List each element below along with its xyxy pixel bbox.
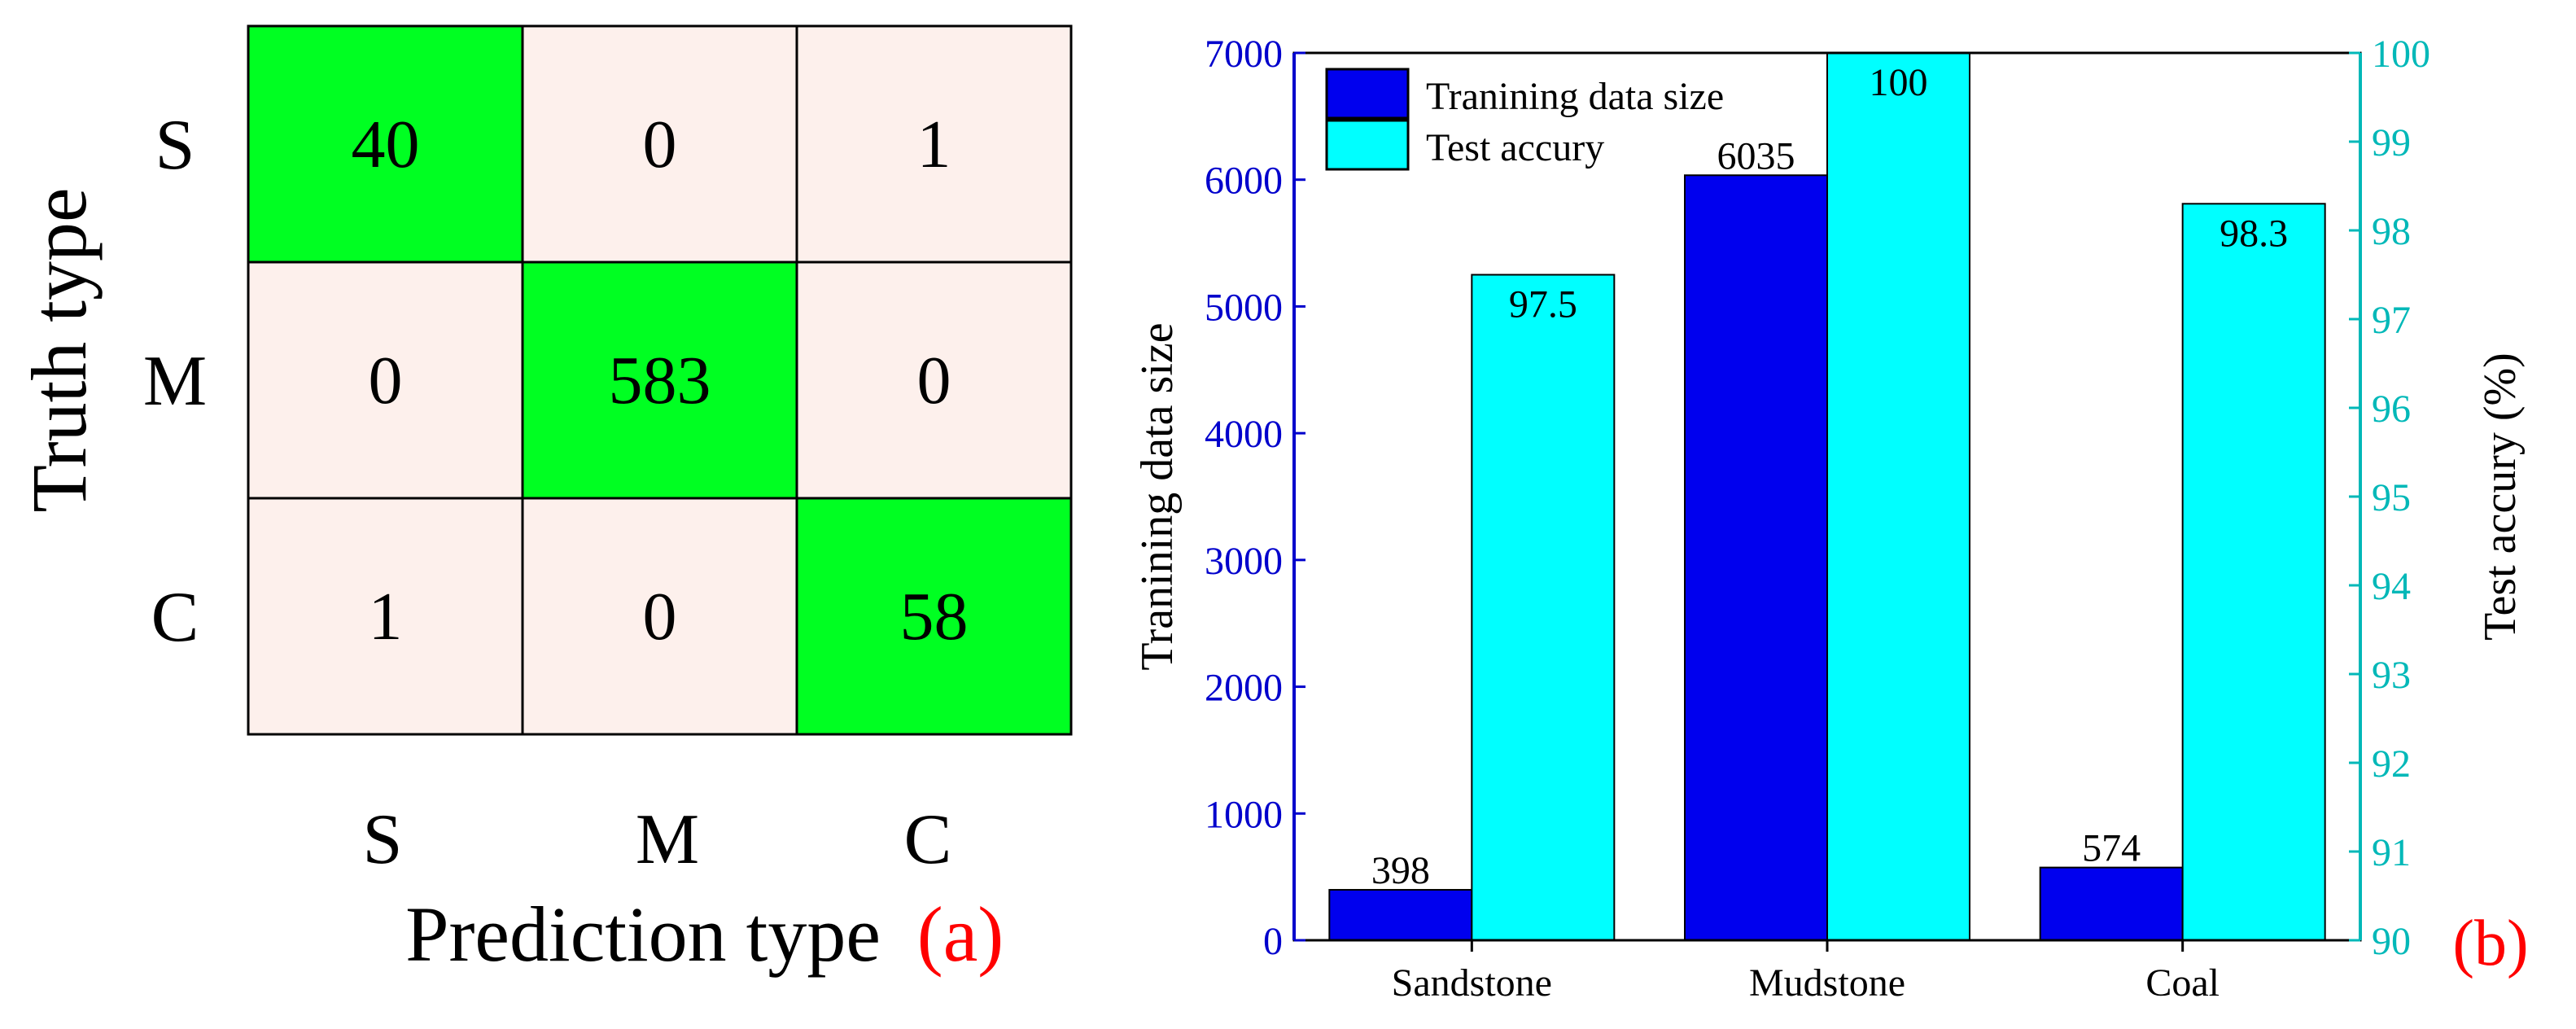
bar-test-accuracy <box>1471 274 1616 941</box>
confusion-matrix-cells <box>247 24 1073 736</box>
bar-label-test-accuracy: 100 <box>1870 61 1928 104</box>
confusion-matrix-y-tick-labels: S M C <box>143 106 207 657</box>
cm-cell-value: 58 <box>900 579 969 655</box>
cm-y-tick-label: C <box>151 578 199 657</box>
left-axis-tick-label: 4000 <box>1205 413 1283 456</box>
confusion-matrix-panel: 40 0 1 0 583 0 1 0 58 S M C S M C Prediction type (a… <box>15 24 1073 978</box>
confusion-matrix-values: 40 0 1 0 583 0 1 0 58 <box>352 107 969 655</box>
right-axis-tick-label: 95 <box>2372 476 2411 519</box>
cm-x-tick-label: M <box>636 800 699 879</box>
bar-training-size <box>1684 174 1828 941</box>
cm-cell-r1-c2 <box>795 261 1073 500</box>
right-axis-ticks: 90 91 92 93 94 95 96 97 98 99 100 <box>2349 33 2430 963</box>
right-axis-tick-label: 91 <box>2372 831 2411 874</box>
bar-training-size <box>1328 889 1473 942</box>
legend: Tranining data size Test accury <box>1325 68 1724 171</box>
cm-y-tick-label: S <box>155 106 195 185</box>
right-axis-tick-label: 90 <box>2372 920 2411 963</box>
bar-test-accuracy <box>1826 52 1970 941</box>
right-axis-tick-label: 92 <box>2372 742 2411 786</box>
cm-cell-r0-c0 <box>247 24 524 264</box>
left-axis-ticks: 0 1000 2000 3000 4000 5000 6000 7000 <box>1205 33 1305 963</box>
bar-chart-bars <box>1328 52 2326 942</box>
left-axis-tick-label: 7000 <box>1205 33 1283 76</box>
bar-label-test-accuracy: 98.3 <box>2220 212 2288 255</box>
cm-y-axis-title: Truth type <box>15 187 103 512</box>
bar-label-training-size: 398 <box>1371 849 1430 892</box>
left-axis-tick-label: 6000 <box>1205 160 1283 203</box>
panel-label-b: (b) <box>2452 908 2528 979</box>
right-axis-tick-label: 99 <box>2372 121 2411 164</box>
bar-label-training-size: 574 <box>2082 827 2141 870</box>
left-axis-tick-label: 3000 <box>1205 540 1283 583</box>
left-axis-tick-label: 2000 <box>1205 667 1283 710</box>
cm-cell-r2-c2 <box>795 497 1073 736</box>
right-axis-tick-label: 100 <box>2372 33 2430 76</box>
bar-chart-panel: 398 97.5 6035 100 574 98.3 0 1000 2000 3000 4000 5… <box>1132 33 2529 1005</box>
bar-training-size <box>2039 866 2184 941</box>
right-axis-tick-label: 97 <box>2372 299 2411 342</box>
cm-cell-value: 40 <box>352 107 420 182</box>
cm-cell-value: 583 <box>609 343 711 418</box>
cm-cell-r1-c0 <box>247 261 524 500</box>
category-tick-label: Mudstone <box>1749 961 1905 1005</box>
right-axis-tick-label: 93 <box>2372 654 2411 697</box>
category-tick-label: Coal <box>2145 961 2220 1005</box>
bar-chart-data-labels: 398 97.5 6035 100 574 98.3 <box>1371 61 2288 892</box>
cm-cell-value: 0 <box>917 343 951 418</box>
cm-cell-r1-c1 <box>521 261 798 500</box>
cm-cell-r2-c0 <box>247 497 524 736</box>
right-axis-tick-label: 98 <box>2372 210 2411 253</box>
cm-cell-value: 0 <box>643 579 677 655</box>
cm-cell-value: 1 <box>917 107 951 182</box>
cm-x-tick-label: C <box>904 800 952 879</box>
left-axis-tick-label: 0 <box>1263 920 1283 963</box>
right-axis-title: Test accury (%) <box>2475 352 2526 641</box>
cm-cell-r2-c1 <box>521 497 798 736</box>
legend-swatch-training <box>1325 68 1410 120</box>
legend-label-training: Tranining data size <box>1426 75 1724 118</box>
bar-test-accuracy <box>2181 203 2326 942</box>
legend-swatch-test <box>1325 119 1410 171</box>
cm-x-tick-label: S <box>363 800 403 879</box>
category-tick-label: Sandstone <box>1392 961 1552 1005</box>
cm-x-axis-title: Prediction type <box>405 891 881 978</box>
right-axis-tick-label: 96 <box>2372 388 2411 431</box>
bar-label-test-accuracy: 97.5 <box>1509 283 1577 326</box>
legend-label-test: Test accury <box>1426 126 1604 169</box>
left-axis-title: Tranining data size <box>1132 322 1183 670</box>
cm-cell-value: 0 <box>643 107 677 182</box>
category-axis: Sandstone Mudstone Coal <box>1392 940 2220 1005</box>
left-axis-tick-label: 1000 <box>1205 793 1283 836</box>
cm-cell-r0-c2 <box>795 24 1073 264</box>
cm-cell-value: 1 <box>369 579 403 655</box>
cm-cell-r0-c1 <box>521 24 798 264</box>
bar-label-training-size: 6035 <box>1717 134 1795 177</box>
right-axis-tick-label: 94 <box>2372 565 2411 608</box>
cm-cell-value: 0 <box>369 343 403 418</box>
left-axis-tick-label: 5000 <box>1205 286 1283 329</box>
panel-label-a: (a) <box>917 891 1004 978</box>
cm-y-tick-label: M <box>143 342 207 421</box>
